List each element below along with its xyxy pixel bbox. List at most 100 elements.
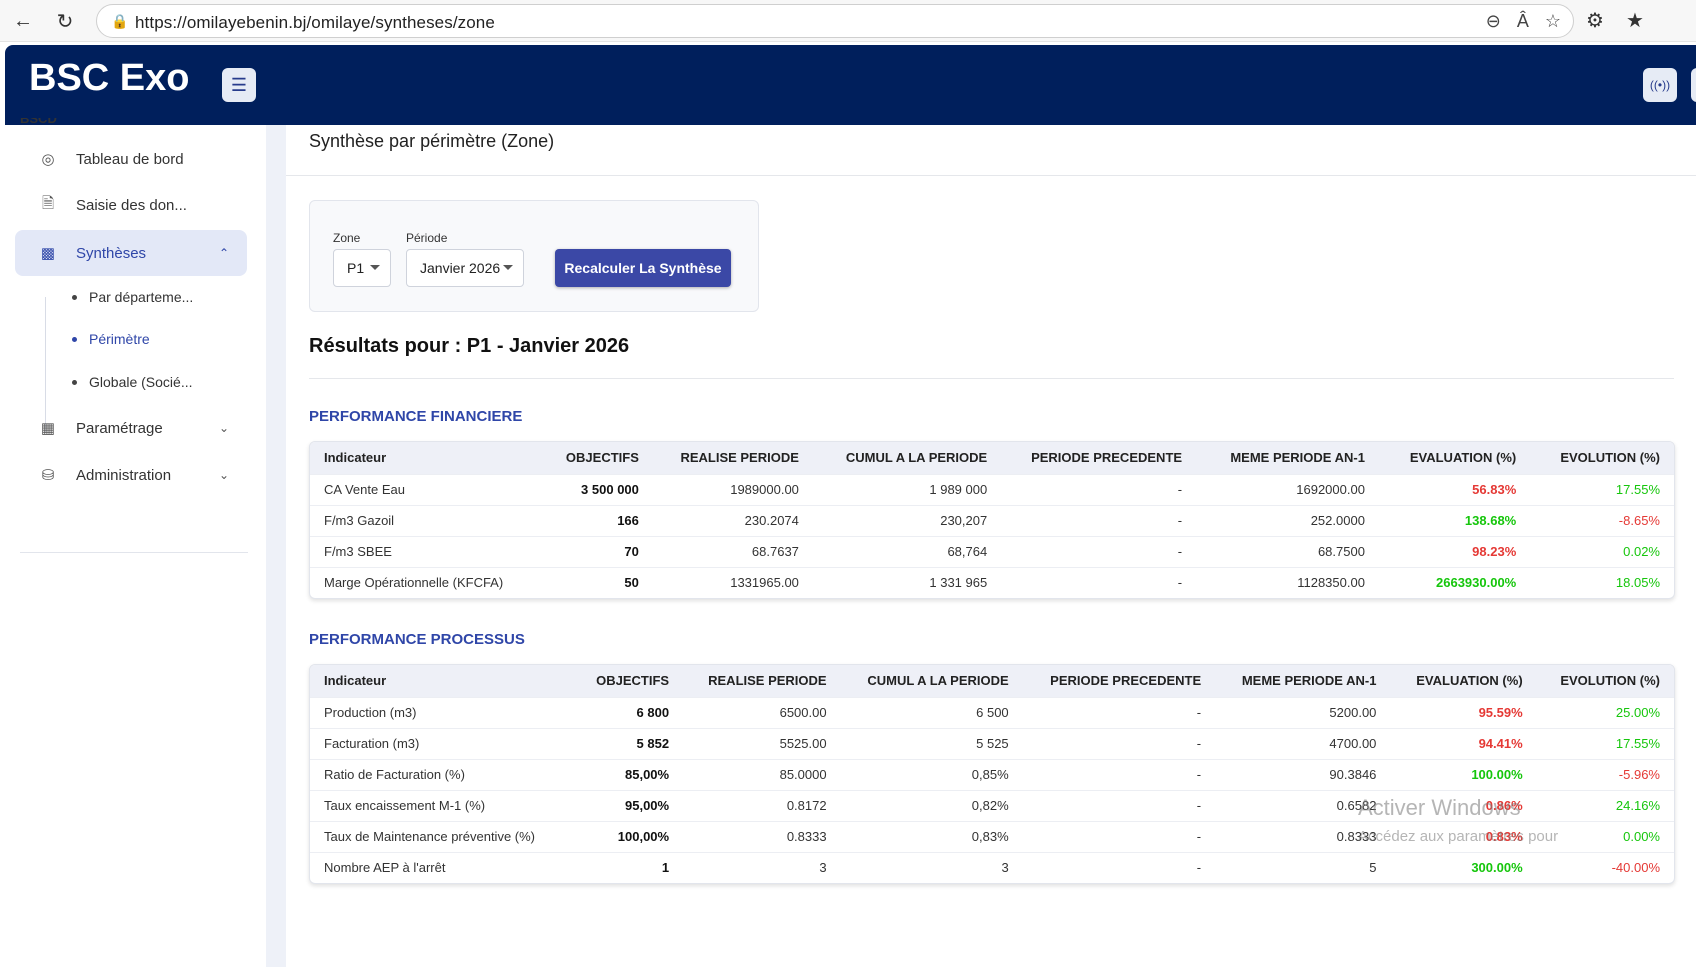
windows-activation-subtext: Accédez aux paramètres pour: [1358, 828, 1559, 845]
table-cell: Facturation (m3): [310, 727, 575, 759]
table-cell: 1128350.00: [1196, 566, 1379, 598]
submenu-item-departement[interactable]: Par départeme...: [72, 289, 193, 305]
table-cell: Nombre AEP à l'arrêt: [310, 851, 575, 883]
table-row: F/m3 Gazoil 166 230.2074 230,207-252.0000 13…: [310, 504, 1674, 536]
table-cell: 6 500: [840, 696, 1023, 728]
table-row: Facturation (m3) 5 852 5525.00 5 525-4700.0…: [310, 727, 1674, 759]
zone-select[interactable]: P1: [333, 249, 391, 287]
sidebar-item-label: Paramétrage: [76, 419, 163, 437]
table-cell: 50: [538, 566, 653, 598]
address-bar[interactable]: 🔒 https://omilayebenin.bj/omilaye/synthe…: [96, 4, 1574, 38]
table-cell: 1 331 965: [812, 566, 1002, 598]
section-title-financiere: PERFORMANCE FINANCIERE: [309, 408, 523, 425]
table-cell: F/m3 Gazoil: [310, 504, 539, 536]
table-cell: 5: [1215, 851, 1391, 883]
table-cell: 85,00%: [574, 758, 684, 790]
sidebar-divider: [266, 125, 286, 967]
table-cell: 98.23%: [1378, 535, 1531, 567]
chevron-down-icon: ⌄: [218, 421, 229, 435]
table-cell: 0.83%: [1390, 820, 1537, 852]
sidebar-item-tableau-de-bord[interactable]: ◎ Tableau de bord: [15, 136, 247, 182]
sidebar-item-parametrage[interactable]: ▦ Paramétrage ⌄: [15, 405, 247, 451]
table-cell: -: [1022, 789, 1216, 821]
table-cell: 95.59%: [1390, 696, 1537, 728]
table-cell: 3 500 000: [538, 473, 653, 505]
table-cell: 56.83%: [1378, 473, 1531, 505]
chevron-down-icon: ⌄: [218, 468, 229, 482]
table-cell: 6 800: [574, 696, 684, 728]
table-cell: 100,00%: [574, 820, 684, 852]
table-header-row: Indicateur OBJECTIFS REALISE PERIODE CUMUL …: [310, 665, 1674, 697]
table-cell: F/m3 SBEE: [310, 535, 539, 567]
column-header: OBJECTIFS: [596, 673, 670, 689]
table-cell: 0,85%: [840, 758, 1023, 790]
column-header: CUMUL A LA PERIODE: [867, 673, 1009, 689]
table-cell: 2663930.00%: [1378, 566, 1531, 598]
read-aloud-icon[interactable]: Â: [1516, 11, 1529, 31]
table-cell: 1692000.00: [1196, 473, 1379, 505]
main-content: Synthèse par périmètre (Zone) Zone P1 Pé…: [286, 125, 1696, 967]
building-icon: ▦: [40, 420, 56, 437]
table-cell: 85.0000: [683, 758, 841, 790]
table-cell: 5 852: [574, 727, 684, 759]
recalculate-button[interactable]: Recalculer La Synthèse: [555, 249, 731, 287]
hamburger-menu-icon[interactable]: ☰: [222, 68, 256, 102]
bullet-icon: [72, 379, 77, 385]
table-cell: 1: [574, 851, 684, 883]
table-cell: -: [1022, 758, 1216, 790]
processus-table: Indicateur OBJECTIFS REALISE PERIODE CUMUL …: [309, 664, 1675, 884]
caret-down-icon: [370, 265, 380, 270]
sidebar-item-label: Administration: [76, 466, 172, 484]
table-cell: 68,764: [812, 535, 1002, 567]
column-header: REALISE PERIODE: [708, 673, 827, 689]
star-icon[interactable]: ☆: [1544, 11, 1561, 31]
sidebar-item-saisie[interactable]: 🗎 Saisie des don...: [15, 182, 247, 228]
table-cell: 0.8333: [683, 820, 841, 852]
column-header: PERIODE PRECEDENTE: [1050, 673, 1202, 689]
table-cell: 68.7500: [1196, 535, 1379, 567]
periode-select-value: Janvier 2026: [420, 260, 501, 276]
table-cell: 94.41%: [1390, 727, 1537, 759]
browser-toolbar: ← ↻ 🔒 https://omilayebenin.bj/omilaye/sy…: [0, 0, 1696, 42]
chevron-up-icon: ⌃: [218, 246, 229, 260]
table-cell: -: [1001, 473, 1197, 505]
table-cell: -: [1001, 535, 1197, 567]
table-cell: -: [1022, 851, 1216, 883]
title-divider: [286, 175, 1696, 176]
sidebar-section-label: BSCD: [20, 111, 57, 126]
broadcast-icon[interactable]: ((•)): [1643, 68, 1677, 102]
table-row: Taux de Maintenance préventive (%) 100,00…: [310, 820, 1674, 852]
favorites-icon[interactable]: ★: [1625, 10, 1644, 32]
table-cell: -: [1022, 820, 1216, 852]
submenu-item-label: Par départeme...: [89, 289, 194, 305]
submenu-item-globale[interactable]: Globale (Socié...: [72, 374, 193, 390]
database-icon: ⛁: [41, 467, 55, 484]
table-cell: 166: [538, 504, 653, 536]
submenu-item-perimetre[interactable]: Périmètre: [72, 331, 150, 347]
sidebar-item-label: Synthèses: [76, 244, 147, 262]
periode-select[interactable]: Janvier 2026: [406, 249, 524, 287]
document-icon: 🗎: [41, 194, 55, 212]
table-cell: 1331965.00: [652, 566, 813, 598]
sidebar-item-syntheses[interactable]: ▩ Synthèses ⌃: [15, 230, 247, 276]
column-header: Indicateur: [324, 673, 387, 689]
table-cell: 0,83%: [840, 820, 1023, 852]
table-cell: 6500.00: [683, 696, 841, 728]
table-cell: 0.02%: [1530, 535, 1674, 567]
column-header: EVALUATION (%): [1409, 450, 1517, 466]
sidebar-item-administration[interactable]: ⛁ Administration ⌄: [15, 452, 247, 498]
extensions-icon[interactable]: ⚙: [1586, 10, 1604, 32]
table-cell: 0.6582: [1215, 789, 1391, 821]
header-extra-button[interactable]: [1691, 68, 1696, 102]
arrow-left-icon[interactable]: ←: [13, 9, 33, 32]
app-header: BSC Exo ☰ ((•)): [5, 45, 1696, 125]
submenu-item-label: Globale (Socié...: [89, 374, 193, 390]
windows-activation-watermark: Activer Windows: [1358, 795, 1521, 820]
brand-title: BSC Exo: [29, 57, 190, 99]
table-cell: CA Vente Eau: [310, 473, 539, 505]
reload-icon[interactable]: ↻: [56, 10, 74, 33]
section-title-processus: PERFORMANCE PROCESSUS: [309, 631, 525, 648]
zoom-icon[interactable]: ⊖: [1485, 11, 1501, 31]
column-header: REALISE PERIODE: [680, 450, 799, 466]
lock-icon: 🔒: [111, 13, 129, 29]
